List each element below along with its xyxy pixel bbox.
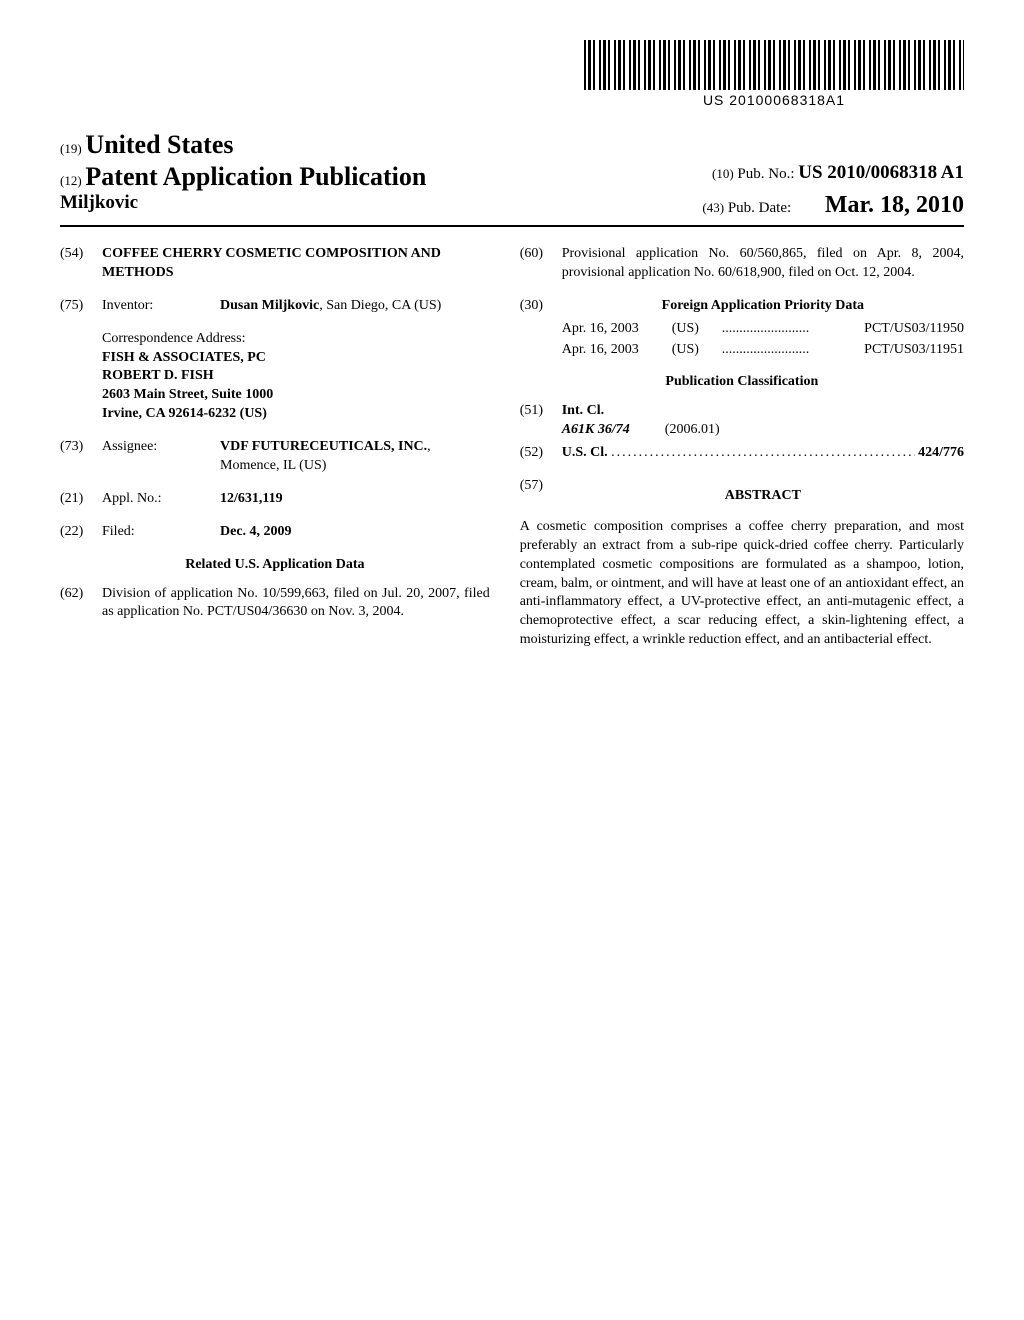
priority-date: Apr. 16, 2003 <box>562 341 672 360</box>
priority-dots: ......................... <box>722 341 864 360</box>
pub-date-label: Pub. Date: <box>728 200 791 216</box>
pub-date-code: (43) <box>702 200 724 215</box>
header-rule <box>60 225 964 227</box>
left-column: (54) COFFEE CHERRY COSMETIC COMPOSITION … <box>60 245 490 650</box>
pub-num-label: Pub. No.: <box>737 166 794 182</box>
pub-date-value: Mar. 18, 2010 <box>825 192 964 218</box>
uscl-value: 424/776 <box>918 444 964 463</box>
abstract-heading: ABSTRACT <box>562 487 964 506</box>
authority-name: United States <box>85 130 233 159</box>
pub-type: Patent Application Publication <box>85 162 426 191</box>
appl-label: Appl. No.: <box>102 490 220 509</box>
pub-num-code: (10) <box>712 166 734 181</box>
assignee-name: VDF FUTURECEUTICALS, INC. <box>220 439 427 454</box>
inventor-surname: Miljkovic <box>60 192 138 219</box>
intcl-label: Int. Cl. <box>562 403 604 418</box>
intcl-class: A61K 36/74 <box>562 422 630 437</box>
appl-code: (21) <box>60 490 102 509</box>
abstract-text: A cosmetic composition comprises a coffe… <box>520 518 964 650</box>
assignee-field: (73) Assignee: VDF FUTURECEUTICALS, INC.… <box>60 438 490 476</box>
foreign-code: (30) <box>520 297 562 316</box>
barcode-graphic <box>584 40 964 90</box>
intcl-date: (2006.01) <box>665 422 720 437</box>
foreign-heading: Foreign Application Priority Data <box>662 298 864 313</box>
inventor-body: Dusan Miljkovic, San Diego, CA (US) <box>220 297 490 316</box>
division-field: (62) Division of application No. 10/599,… <box>60 585 490 623</box>
authority-code: (19) <box>60 141 82 156</box>
abstract-field: (57) ABSTRACT <box>520 477 964 514</box>
publication-line: (12) Patent Application Publication (10)… <box>60 162 964 192</box>
patent-header: (19) United States (12) Patent Applicati… <box>60 130 964 227</box>
priority-country: (US) <box>672 341 722 360</box>
title-text: COFFEE CHERRY COSMETIC COMPOSITION AND M… <box>102 245 490 283</box>
corr-line1: FISH & ASSOCIATES, PC <box>102 350 266 365</box>
priority-dots: ......................... <box>722 320 864 339</box>
inventor-line: Miljkovic (43) Pub. Date: Mar. 18, 2010 <box>60 192 964 219</box>
uscl-label: U.S. Cl. <box>562 444 608 463</box>
inventor-code: (75) <box>60 297 102 316</box>
appl-field: (21) Appl. No.: 12/631,119 <box>60 490 490 509</box>
pub-num-value: US 2010/0068318 A1 <box>798 162 964 183</box>
barcode-text: US 20100068318A1 <box>584 92 964 108</box>
priority-row: Apr. 16, 2003 (US) .....................… <box>562 341 964 360</box>
intcl-field: (51) Int. Cl. A61K 36/74 (2006.01) <box>520 402 964 440</box>
correspondence-address: Correspondence Address: FISH & ASSOCIATE… <box>102 330 490 424</box>
division-code: (62) <box>60 585 102 623</box>
right-column: (60) Provisional application No. 60/560,… <box>520 245 964 650</box>
inventor-name: Dusan Miljkovic <box>220 298 319 313</box>
content-columns: (54) COFFEE CHERRY COSMETIC COMPOSITION … <box>60 245 964 650</box>
priority-num: PCT/US03/11951 <box>864 341 964 360</box>
pubclass-heading: Publication Classification <box>520 373 964 392</box>
priority-row: Apr. 16, 2003 (US) .....................… <box>562 320 964 339</box>
corr-line2: ROBERT D. FISH <box>102 368 214 383</box>
title-field: (54) COFFEE CHERRY COSMETIC COMPOSITION … <box>60 245 490 283</box>
authority-line: (19) United States <box>60 130 964 160</box>
assignee-code: (73) <box>60 438 102 476</box>
filed-field: (22) Filed: Dec. 4, 2009 <box>60 523 490 542</box>
title-code: (54) <box>60 245 102 283</box>
assignee-body: VDF FUTURECEUTICALS, INC., Momence, IL (… <box>220 438 490 476</box>
related-heading: Related U.S. Application Data <box>60 556 490 575</box>
inventor-field: (75) Inventor: Dusan Miljkovic, San Dieg… <box>60 297 490 316</box>
foreign-field: (30) Foreign Application Priority Data <box>520 297 964 316</box>
corr-line3: 2603 Main Street, Suite 1000 <box>102 387 273 402</box>
provisional-field: (60) Provisional application No. 60/560,… <box>520 245 964 283</box>
priority-num: PCT/US03/11950 <box>864 320 964 339</box>
inventor-location: , San Diego, CA (US) <box>319 298 441 313</box>
uscl-dots: ........................................… <box>611 444 915 463</box>
barcode-area: US 20100068318A1 <box>584 40 964 108</box>
uscl-code: (52) <box>520 444 562 463</box>
uscl-field: (52) U.S. Cl. ..........................… <box>520 444 964 463</box>
priority-country: (US) <box>672 320 722 339</box>
provisional-text: Provisional application No. 60/560,865, … <box>562 245 964 283</box>
assignee-label: Assignee: <box>102 438 220 476</box>
priority-list: Apr. 16, 2003 (US) .....................… <box>562 320 964 360</box>
division-text: Division of application No. 10/599,663, … <box>102 585 490 623</box>
abstract-code: (57) <box>520 477 562 514</box>
appl-num: 12/631,119 <box>220 491 283 506</box>
filed-code: (22) <box>60 523 102 542</box>
corr-line4: Irvine, CA 92614-6232 (US) <box>102 406 267 421</box>
filed-date: Dec. 4, 2009 <box>220 524 292 539</box>
filed-label: Filed: <box>102 523 220 542</box>
inventor-label: Inventor: <box>102 297 220 316</box>
provisional-code: (60) <box>520 245 562 283</box>
intcl-code: (51) <box>520 402 562 440</box>
pub-type-code: (12) <box>60 173 82 188</box>
corr-label: Correspondence Address: <box>102 330 490 349</box>
priority-date: Apr. 16, 2003 <box>562 320 672 339</box>
